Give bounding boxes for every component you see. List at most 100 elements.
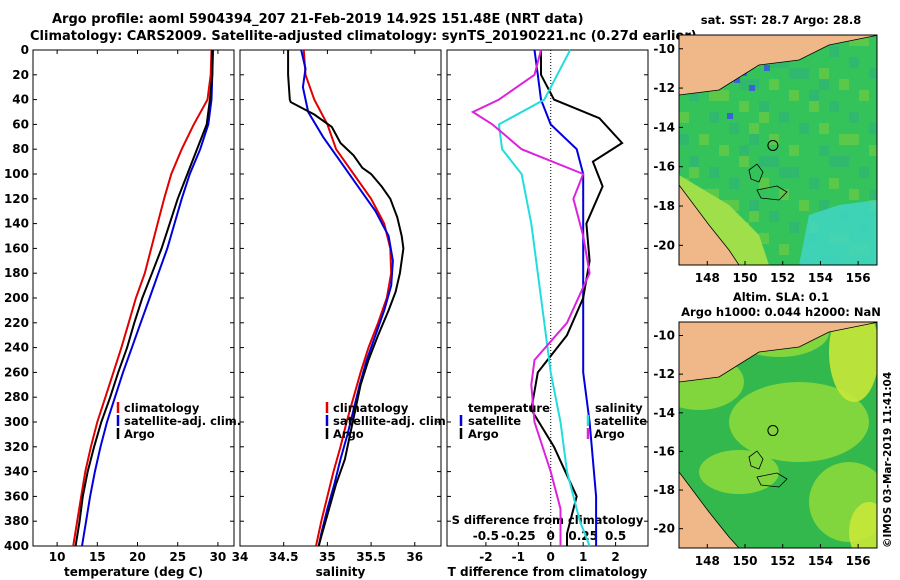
sst-field-cell [789, 167, 799, 178]
sst-map-xtick-label: 148 [695, 271, 720, 285]
sst-field-cell [859, 90, 869, 101]
depth-tick-label: 160 [4, 241, 29, 255]
difference-t-tick-label: -1 [512, 550, 525, 564]
temperature-legend-label: climatology [124, 401, 200, 415]
sst-field-cell [789, 145, 799, 156]
sla-map-field [679, 322, 877, 548]
sst-field-cell [749, 200, 759, 211]
sst-speckle [727, 113, 733, 119]
temperature-legend-label: Argo [124, 427, 155, 441]
sst-field-cell [869, 189, 877, 200]
sst-map-ytick-label: -20 [653, 238, 675, 252]
sla-map-ytick-label: -16 [653, 444, 675, 458]
sst-field-cell [859, 35, 869, 46]
sst-map-land-north [679, 35, 877, 96]
sla-map-xtick-label: 154 [808, 554, 833, 568]
sst-map-argo-marker [767, 139, 779, 151]
sst-field-cell [849, 189, 859, 200]
sst-field-cell [779, 244, 789, 255]
sla-map-land-south [679, 471, 740, 548]
depth-tick-label: 60 [12, 117, 29, 131]
sst-field-cell [819, 123, 829, 134]
sst-field-cell [839, 134, 849, 145]
sla-map-ytick-label: -14 [653, 406, 675, 420]
sst-map-field [679, 35, 877, 265]
difference-t-tick-label: 2 [611, 550, 619, 564]
difference-series-salinity-satellite [497, 49, 591, 547]
sla-map-title: Altim. SLA: 0.1 [732, 290, 830, 304]
difference-series-temperature-satellite [533, 49, 598, 546]
sst-field-cell [819, 145, 829, 156]
figure-title-line2: Climatology: CARS2009. Satellite-adjuste… [30, 29, 697, 44]
sst-field-cell [719, 145, 729, 156]
sst-field-cell [769, 211, 779, 222]
sst-field-cell [849, 112, 859, 123]
sst-map-ytick-label: -18 [653, 199, 675, 213]
sla-map-land-north [679, 322, 877, 383]
sst-map-xtick-label: 154 [808, 271, 833, 285]
sst-field-cell [679, 112, 689, 123]
sst-map-ytick-label: -10 [653, 42, 675, 56]
depth-tick-label: 240 [4, 341, 29, 355]
salinity-xlabel: salinity [316, 565, 366, 579]
sst-map-ytick-label: -16 [653, 160, 675, 174]
temperature-xtick-label: 25 [169, 550, 186, 564]
difference-t-tick-label: 1 [579, 550, 587, 564]
sst-map-xtick-label: 156 [846, 271, 871, 285]
difference-s-tick-label: 0.25 [568, 529, 598, 543]
sst-field-cell [819, 200, 829, 211]
difference-t-tick-label: 0 [547, 550, 555, 564]
sst-field-cell [869, 123, 877, 134]
sst-field-cell [769, 79, 779, 90]
sst-field-cell [729, 123, 739, 134]
temperature-legend-label: satellite-adj. clim. [124, 414, 241, 428]
sst-field-cell [849, 134, 859, 145]
sst-field-cell [749, 79, 759, 90]
sst-field-cell [689, 90, 699, 101]
sla-map-frame [678, 321, 878, 549]
depth-tick-label: 320 [4, 440, 29, 454]
sst-field-cell [839, 156, 849, 167]
sst-field-cell [859, 167, 869, 178]
sst-field-cell [849, 35, 859, 46]
sst-field-cell [689, 156, 699, 167]
sst-field-cell [809, 178, 819, 189]
depth-tick-label: 20 [12, 68, 29, 82]
sst-field-cell [789, 222, 799, 233]
sst-field-cell [709, 112, 719, 123]
difference-frame [446, 49, 649, 547]
sla-high-blob [699, 450, 779, 494]
sla-map-ytick-label: -18 [653, 483, 675, 497]
depth-tick-label: 40 [12, 93, 29, 107]
difference-xlabel: T difference from climatology [448, 565, 648, 579]
sst-map-land-south [679, 184, 740, 265]
sst-map-ytick-label: -14 [653, 120, 675, 134]
sla-map-xtick-label: 148 [695, 554, 720, 568]
sst-field-cell [829, 178, 839, 189]
sla-peak-blob [829, 322, 877, 402]
temperature-xtick-label: 20 [129, 550, 146, 564]
sst-field-cell [809, 101, 819, 112]
salinity-xtick-label: 35.5 [356, 550, 386, 564]
sst-speckle [764, 65, 770, 71]
sst-field-cell [749, 134, 759, 145]
depth-tick-label: 380 [4, 514, 29, 528]
sla-map-ytick-label: -10 [653, 329, 675, 343]
sla-map-xtick-label: 150 [732, 554, 757, 568]
sst-field-cell [869, 68, 877, 79]
sst-field-cell [709, 90, 719, 101]
sst-speckle [734, 77, 740, 83]
depth-tick-label: 220 [4, 316, 29, 330]
sla-map-ytick-label: -12 [653, 367, 675, 381]
sst-field-cell [699, 134, 709, 145]
sst-field-cell [799, 68, 809, 79]
difference-legend-temperature-title: temperature [468, 401, 550, 415]
depth-tick-label: 300 [4, 415, 29, 429]
depth-tick-label: 180 [4, 266, 29, 280]
sst-field-cell [689, 167, 699, 178]
difference-legend-salinity-title: salinity [595, 401, 643, 415]
temperature-series-climatology [72, 49, 213, 547]
depth-tick-label: 120 [4, 192, 29, 206]
difference-s-tick-label: -0.25 [501, 529, 536, 543]
sla-high-blob [729, 382, 869, 462]
